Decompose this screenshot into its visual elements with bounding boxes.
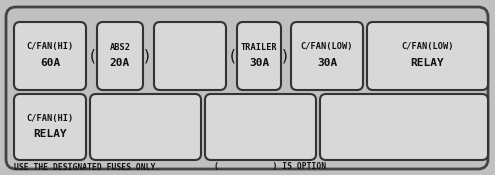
Text: C/FAN(HI): C/FAN(HI) <box>26 114 74 122</box>
FancyBboxPatch shape <box>205 94 316 160</box>
Text: (           ) IS OPTION: ( ) IS OPTION <box>214 163 326 172</box>
FancyBboxPatch shape <box>291 22 363 90</box>
Text: RELAY: RELAY <box>33 129 67 139</box>
FancyBboxPatch shape <box>237 22 281 90</box>
FancyBboxPatch shape <box>367 22 488 90</box>
Text: 20A: 20A <box>110 58 130 68</box>
Text: ABS2: ABS2 <box>109 43 131 51</box>
Text: C/FAN(LOW): C/FAN(LOW) <box>301 43 353 51</box>
FancyBboxPatch shape <box>6 7 488 169</box>
Text: (: ( <box>90 48 96 64</box>
Text: 30A: 30A <box>317 58 337 68</box>
FancyBboxPatch shape <box>97 22 143 90</box>
FancyBboxPatch shape <box>154 22 226 90</box>
Text: C/FAN(LOW): C/FAN(LOW) <box>401 43 454 51</box>
Text: 30A: 30A <box>249 58 269 68</box>
FancyBboxPatch shape <box>14 22 86 90</box>
Text: ): ) <box>282 48 288 64</box>
Text: USE THE DESIGNATED FUSES ONLY.: USE THE DESIGNATED FUSES ONLY. <box>14 163 160 172</box>
FancyBboxPatch shape <box>14 94 86 160</box>
Text: 60A: 60A <box>40 58 60 68</box>
Text: (: ( <box>230 48 236 64</box>
Text: TRAILER: TRAILER <box>241 43 277 51</box>
Text: RELAY: RELAY <box>411 58 445 68</box>
Text: C/FAN(HI): C/FAN(HI) <box>26 43 74 51</box>
FancyBboxPatch shape <box>90 94 201 160</box>
Text: ): ) <box>144 48 150 64</box>
FancyBboxPatch shape <box>320 94 488 160</box>
